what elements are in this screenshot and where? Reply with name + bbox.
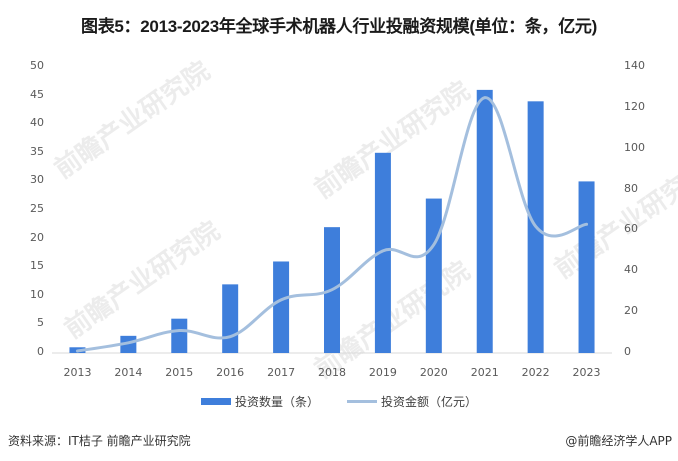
legend-item-line[interactable]: 投资金额（亿元） xyxy=(347,393,477,410)
right-axis-tick: 40 xyxy=(624,263,638,277)
right-axis-tick: 120 xyxy=(624,99,645,113)
bar-2014[interactable] xyxy=(120,335,137,353)
x-axis-tick: 2021 xyxy=(470,366,499,379)
left-axis-tick: 20 xyxy=(30,230,44,244)
legend-bar-label: 投资数量（条） xyxy=(234,395,319,409)
legend-bar-swatch-icon xyxy=(200,398,231,405)
left-axis-tick: 5 xyxy=(37,316,44,330)
investment-amount-line[interactable] xyxy=(75,96,589,353)
chart-legend: 投资数量（条） 投资金额（亿元） xyxy=(0,393,678,410)
left-axis-tick: 35 xyxy=(30,144,44,158)
right-axis-tick: 60 xyxy=(624,222,638,236)
right-axis-tick: 0 xyxy=(624,345,631,358)
credit-note: @前瞻经济学人APP xyxy=(565,434,672,448)
left-axis-tick: 15 xyxy=(30,259,44,273)
x-axis-tick: 2016 xyxy=(216,366,245,379)
right-axis-tick: 20 xyxy=(624,304,638,318)
x-axis-tick: 2014 xyxy=(114,366,143,379)
x-axis-tick: 2022 xyxy=(521,366,550,379)
right-axis-tick: 80 xyxy=(624,181,638,195)
left-axis-tick: 0 xyxy=(37,345,44,358)
x-axis-tick: 2017 xyxy=(267,366,296,379)
bar-2016[interactable] xyxy=(222,284,239,353)
bar-2023[interactable] xyxy=(578,181,595,353)
left-axis-tick: 50 xyxy=(30,59,44,72)
legend-line-label: 投资金额（亿元） xyxy=(381,395,478,409)
x-axis-tick: 2013 xyxy=(63,366,92,379)
left-axis-tick: 10 xyxy=(30,287,44,301)
x-axis-tick: 2023 xyxy=(572,366,601,379)
legend-line-swatch-icon xyxy=(347,400,377,403)
bar-2021[interactable] xyxy=(476,89,493,353)
left-axis-tick: 25 xyxy=(30,202,44,215)
right-axis-tick: 100 xyxy=(624,140,645,154)
bar-2020[interactable] xyxy=(425,198,442,353)
left-axis-tick: 40 xyxy=(30,116,44,130)
bar-2017[interactable] xyxy=(273,261,290,353)
right-axis-tick: 140 xyxy=(624,59,645,72)
chart-title: 图表5：2013-2023年全球手术机器人行业投融资规模(单位：条，亿元) xyxy=(81,17,597,36)
x-axis-tick: 2018 xyxy=(318,366,346,379)
source-note: 资料来源：IT桔子 前瞻产业研究院 xyxy=(8,434,191,448)
left-axis-tick: 30 xyxy=(30,173,44,187)
bar-2019[interactable] xyxy=(374,152,391,353)
bar-2015[interactable] xyxy=(171,318,188,353)
x-axis-tick: 2015 xyxy=(165,366,194,379)
x-axis-tick: 2019 xyxy=(368,366,397,379)
left-axis-tick: 45 xyxy=(30,87,44,101)
x-axis-tick: 2020 xyxy=(419,366,448,379)
legend-item-bar[interactable]: 投资数量（条） xyxy=(200,393,319,410)
